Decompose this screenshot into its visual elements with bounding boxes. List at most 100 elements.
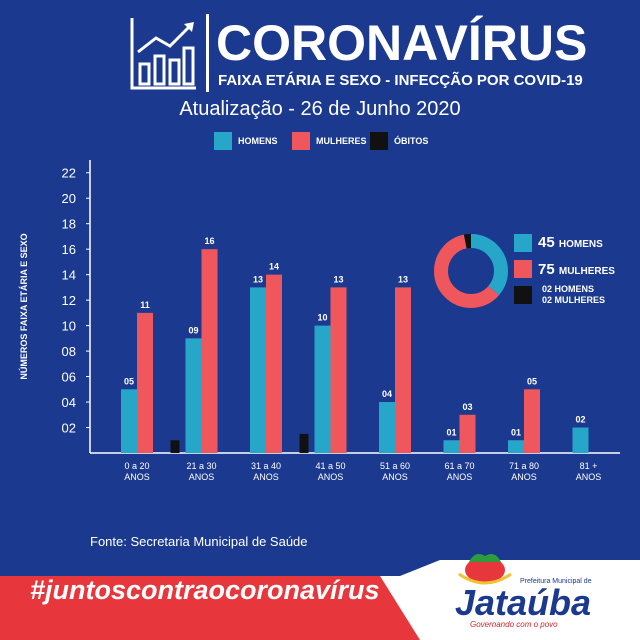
bar-homens bbox=[121, 389, 137, 453]
y-tick-label: 16 bbox=[62, 242, 76, 257]
bar-data-label: 16 bbox=[204, 236, 214, 246]
bar-mulheres bbox=[201, 249, 218, 453]
y-tick-label: 20 bbox=[62, 191, 76, 206]
x-tick-label-unit: ANOS bbox=[382, 472, 408, 482]
legend-men-label: HOMENS bbox=[238, 136, 278, 146]
bar-óbitos bbox=[299, 433, 309, 453]
legend-women-label: MULHERES bbox=[316, 136, 367, 146]
donut-summary: 45 HOMENS 75 MULHERES 02 HOMENS 02 MULHE… bbox=[514, 234, 634, 314]
bar-homens bbox=[250, 287, 266, 453]
y-tick-label: 04 bbox=[62, 395, 76, 410]
legend-deaths: ÓBITOS bbox=[370, 132, 428, 150]
y-tick-label: 14 bbox=[62, 268, 76, 283]
x-tick-label: 81 + bbox=[580, 461, 598, 471]
summary-men: 45 HOMENS bbox=[538, 234, 603, 251]
summary-men-swatch bbox=[514, 234, 532, 252]
y-tick-label: 06 bbox=[62, 370, 76, 385]
donut-slice-women bbox=[434, 234, 508, 308]
x-tick-label: 0 a 20 bbox=[124, 461, 149, 471]
x-tick-label-unit: ANOS bbox=[189, 472, 215, 482]
legend-deaths-label: ÓBITOS bbox=[394, 136, 429, 146]
bar-data-label: 10 bbox=[317, 313, 327, 323]
bar-homens bbox=[379, 402, 395, 453]
chart-growth-icon bbox=[130, 18, 196, 90]
x-tick-label-unit: ANOS bbox=[253, 472, 279, 482]
x-tick-label-unit: ANOS bbox=[511, 472, 537, 482]
bar-homens bbox=[185, 338, 202, 453]
y-tick-label: 08 bbox=[62, 344, 76, 359]
legend-men-swatch bbox=[214, 132, 232, 150]
summary-deaths-men-value: 02 bbox=[542, 284, 553, 294]
y-tick-label: 18 bbox=[62, 217, 76, 232]
city-logo-emblem bbox=[458, 554, 512, 585]
bar-mulheres bbox=[395, 287, 411, 453]
summary-women: 75 MULHERES bbox=[538, 261, 615, 278]
bar-homens bbox=[572, 427, 589, 453]
summary-women-value: 75 bbox=[538, 261, 555, 278]
summary-deaths-women-value: 02 bbox=[542, 295, 553, 305]
summary-deaths: 02 HOMENS 02 MULHERES bbox=[542, 284, 605, 306]
logo-slogan: Governando com o povo bbox=[470, 620, 558, 629]
bar-data-label: 04 bbox=[382, 389, 392, 399]
bar-chart: 02 04 06 08 10 12 14 16 18 20 22 NÚMEROS FAIXA ETÁR… bbox=[18, 160, 620, 482]
y-tick-label: 12 bbox=[62, 293, 76, 308]
page-subtitle: FAIXA ETÁRIA E SEXO - INFECÇÃO POR COVID… bbox=[218, 72, 583, 89]
bar-data-label: 13 bbox=[333, 274, 343, 284]
bar-mulheres bbox=[266, 274, 282, 453]
logo-caption: Prefeitura Municipal de bbox=[520, 578, 592, 585]
bar-mulheres bbox=[459, 414, 476, 453]
donut-chart bbox=[434, 234, 508, 308]
logo-name: Jataúba bbox=[455, 582, 592, 623]
bar-data-label: 01 bbox=[511, 427, 521, 437]
bar-data-label: 13 bbox=[253, 274, 263, 284]
legend-men: HOMENS bbox=[214, 132, 278, 150]
x-tick-label-unit: ANOS bbox=[318, 472, 344, 482]
x-tick-label-unit: ANOS bbox=[576, 472, 602, 482]
bar-homens bbox=[443, 440, 460, 453]
bar-data-label: 02 bbox=[575, 415, 585, 425]
legend-women-swatch bbox=[292, 132, 310, 150]
y-tick-label: 22 bbox=[62, 166, 76, 181]
summary-deaths-swatch bbox=[514, 286, 532, 304]
x-tick-label: 71 a 80 bbox=[509, 461, 539, 471]
chart-legend: HOMENS MULHERES ÓBITOS bbox=[0, 132, 640, 152]
bar-data-label: 11 bbox=[140, 300, 150, 310]
x-tick-label: 41 a 50 bbox=[315, 461, 345, 471]
y-axis-label: NÚMEROS FAIXA ETÁRIA E SEXO bbox=[18, 233, 29, 379]
bar-óbitos bbox=[170, 440, 180, 453]
donut-slice-deaths bbox=[434, 234, 508, 308]
summary-deaths-men-label: HOMENS bbox=[554, 284, 595, 294]
x-tick-label: 31 a 40 bbox=[251, 461, 281, 471]
bar-data-label: 05 bbox=[527, 376, 537, 386]
legend-deaths-swatch bbox=[370, 132, 388, 150]
x-tick-label: 21 a 30 bbox=[186, 461, 216, 471]
x-tick-label: 61 a 70 bbox=[444, 461, 474, 471]
x-tick-label-unit: ANOS bbox=[124, 472, 150, 482]
summary-women-label: MULHERES bbox=[558, 266, 615, 277]
header-divider bbox=[206, 14, 209, 92]
summary-women-swatch bbox=[514, 260, 532, 278]
bar-mulheres bbox=[137, 312, 153, 453]
bar-data-label: 14 bbox=[269, 262, 279, 272]
source-note: Fonte: Secretaria Municipal de Saúde bbox=[90, 534, 308, 549]
bar-data-label: 09 bbox=[188, 325, 198, 335]
bar-mulheres bbox=[330, 287, 347, 453]
summary-men-value: 45 bbox=[538, 234, 555, 251]
y-tick-label: 10 bbox=[62, 319, 76, 334]
bar-data-label: 05 bbox=[124, 376, 134, 386]
summary-deaths-women-label: MULHERES bbox=[554, 295, 606, 305]
bar-data-label: 03 bbox=[462, 402, 472, 412]
bar-data-label: 13 bbox=[398, 274, 408, 284]
bar-homens bbox=[508, 440, 524, 453]
page-title: CORONAVÍRUS bbox=[216, 15, 588, 71]
summary-men-label: HOMENS bbox=[558, 239, 603, 250]
bar-mulheres bbox=[524, 389, 540, 453]
hashtag: #juntoscontraocoronavírus bbox=[30, 575, 380, 605]
x-tick-label: 51 a 60 bbox=[380, 461, 410, 471]
y-tick-label: 02 bbox=[62, 421, 76, 436]
bar-homens bbox=[314, 325, 331, 453]
bar-data-label: 01 bbox=[446, 427, 456, 437]
legend-women: MULHERES bbox=[292, 132, 367, 150]
update-date: Atualização - 26 de Junho 2020 bbox=[179, 98, 461, 120]
